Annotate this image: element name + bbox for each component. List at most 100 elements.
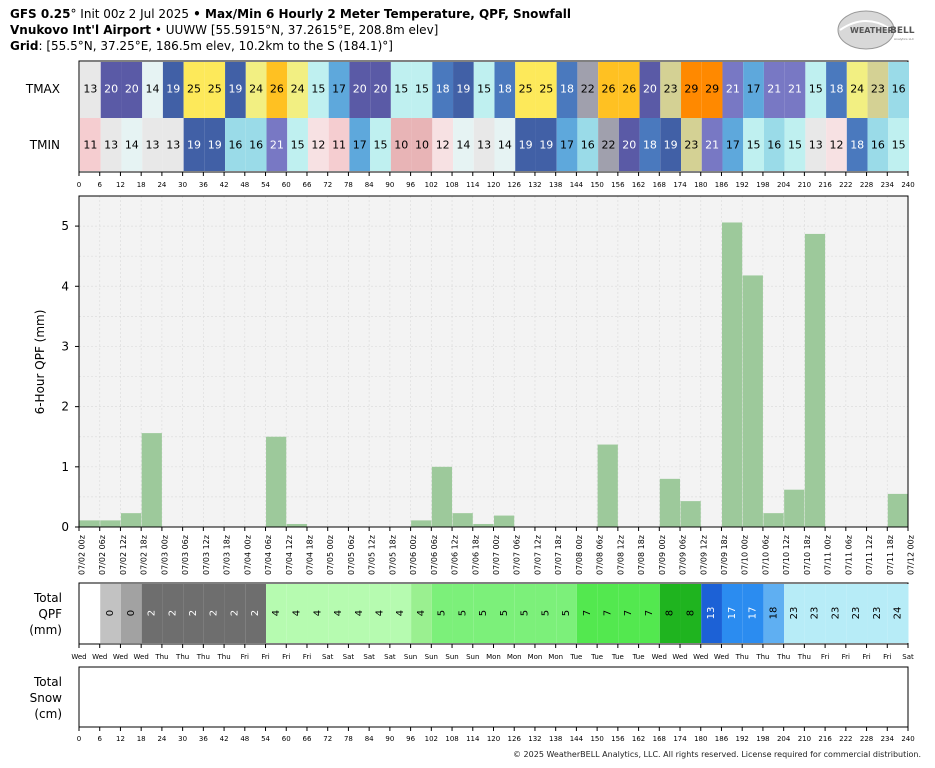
x-tick-label: 07/07 06z [513,535,522,575]
tmax-value: 29 [705,83,719,96]
tmax-value: 21 [788,83,802,96]
day-label: Sun [425,653,438,661]
tmin-value: 12 [311,139,325,152]
hour-tick-label: 144 [570,181,584,189]
tmin-value: 18 [643,139,657,152]
tmax-cell [639,62,661,118]
hour-tick-label: 198 [756,181,769,189]
total-qpf-cell [763,584,785,643]
total-qpf-value: 23 [789,607,800,620]
hour-tick-label: 72 [323,181,332,189]
total-qpf-value: 0 [126,610,137,616]
day-label: Tue [590,653,603,661]
qpf-bar [804,233,826,527]
total-qpf-cell [825,584,847,643]
tmax-cell [100,62,122,118]
tmin-cell [763,118,785,171]
hour-tick-label: 174 [673,181,687,189]
total-qpf-value: 23 [810,607,821,620]
tmin-value: 16 [581,139,595,152]
hour-tick-label: 36 [199,181,208,189]
day-label: Sat [322,653,334,661]
total-qpf-cell [266,584,287,643]
tmin-row-label: TMIN [29,138,60,152]
bottom-hour-tick-label: 78 [344,735,353,743]
bottom-hour-tick-label: 114 [466,735,480,743]
tmax-cell [432,62,454,118]
total-qpf-value: 7 [644,610,655,616]
tmin-value: 10 [394,139,408,152]
tmin-cell [80,118,101,171]
tmax-row-label: TMAX [25,82,60,96]
header-line-1: GFS 0.25° Init 00z 2 Jul 2025 • Max/Min … [10,6,571,22]
qpf-bar [431,466,453,527]
x-tick-label: 07/09 18z [720,535,729,575]
x-tick-label: 07/11 00z [824,535,833,575]
tmax-cell [805,62,827,118]
day-label: Sat [343,653,355,661]
tmax-value: 25 [519,83,533,96]
x-tick-label: 07/10 12z [782,535,791,575]
hour-tick-label: 108 [445,181,458,189]
total-qpf-cell [431,584,453,643]
bottom-hour-tick-label: 6 [97,735,102,743]
bottom-hour-tick-label: 138 [549,735,562,743]
hour-tick-label: 138 [549,181,562,189]
qpf-bar [141,433,162,527]
grid-label: Grid [10,39,39,53]
tmin-value: 14 [125,139,139,152]
tmin-value: 22 [601,139,615,152]
x-tick-label: 07/03 00z [160,535,169,575]
hour-tick-label: 78 [344,181,353,189]
separator: • [188,7,205,21]
hour-tick-label: 84 [365,181,374,189]
total-qpf-cell [784,584,805,643]
day-label: Mon [486,653,501,661]
total-qpf-cell [141,584,163,643]
tmax-cell [826,62,847,118]
tmax-cell [473,62,495,118]
qpf-bar [100,520,121,527]
tmin-cell [328,118,350,171]
day-label: Fri [303,653,311,661]
day-label: Sun [404,653,417,661]
hour-tick-label: 126 [508,181,522,189]
qpf-bar [266,436,287,527]
tmin-value: 19 [519,139,533,152]
bottom-hour-tick-label: 60 [282,735,291,743]
tmax-value: 24 [850,83,864,96]
hour-tick-label: 132 [528,181,541,189]
hour-tick-label: 156 [611,181,625,189]
tmax-value: 26 [622,83,636,96]
total-qpf-value: 2 [188,610,199,616]
tmin-cell [556,118,578,171]
qpf-bar [494,515,515,527]
bottom-hour-tick-label: 30 [178,735,187,743]
x-tick-label: 07/07 00z [492,535,501,575]
total-snow-label: Snow [30,691,63,705]
tmin-cell [535,118,557,171]
tmax-value: 15 [415,83,429,96]
total-qpf-value: 8 [685,610,696,616]
day-label: Wed [672,653,687,661]
x-tick-label: 07/10 06z [761,535,770,575]
tmin-cell [639,118,661,171]
tmax-cell [328,62,350,118]
day-label: Thu [797,653,811,661]
total-qpf-value: 23 [851,607,862,620]
x-tick-label: 07/11 18z [886,535,895,575]
tmin-value: 15 [892,139,906,152]
day-label: Sat [902,653,914,661]
tmax-cell [162,62,184,118]
tmin-value: 13 [104,139,118,152]
hour-tick-label: 48 [240,181,249,189]
grid-info: : [55.5°N, 37.25°E, 186.5m elev, 10.2km … [38,39,393,53]
tmin-value: 19 [187,139,201,152]
x-tick-label: 07/07 12z [533,535,542,575]
hour-tick-label: 102 [425,181,438,189]
total-qpf-cell [120,584,142,643]
tmin-cell [473,118,495,171]
y-tick-label: 3 [61,339,69,353]
bottom-hour-tick-label: 18 [137,735,146,743]
